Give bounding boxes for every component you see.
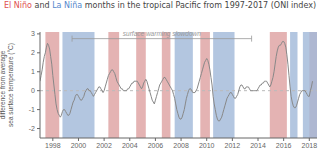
html-text:El Niño and La Niña months in: El Niño and La Niña months in the tropic… — [4, 1, 317, 10]
svg-text:surface warming slowdown: surface warming slowdown — [123, 30, 201, 38]
svg-text:-2: -2 — [29, 125, 35, 132]
svg-text:0: 0 — [31, 87, 35, 94]
svg-text:2: 2 — [31, 49, 35, 56]
svg-text:difference from averagesea sur: difference from averagesea surface tempe… — [8, 43, 15, 127]
svg-text:2000: 2000 — [71, 142, 87, 149]
svg-text:2014: 2014 — [250, 142, 266, 149]
svg-text:-1: -1 — [29, 106, 35, 113]
svg-text:2004: 2004 — [122, 142, 138, 149]
svg-text:3: 3 — [31, 30, 35, 37]
svg-text:2016: 2016 — [276, 142, 292, 149]
svg-text:2002: 2002 — [96, 142, 112, 149]
svg-text:2012: 2012 — [225, 142, 241, 149]
svg-text:2008: 2008 — [173, 142, 189, 149]
svg-text:2006: 2006 — [148, 142, 164, 149]
svg-text:2018: 2018 — [302, 142, 318, 149]
svg-text:1: 1 — [31, 68, 35, 75]
svg-text:2010: 2010 — [199, 142, 215, 149]
svg-text:1998: 1998 — [45, 142, 61, 149]
